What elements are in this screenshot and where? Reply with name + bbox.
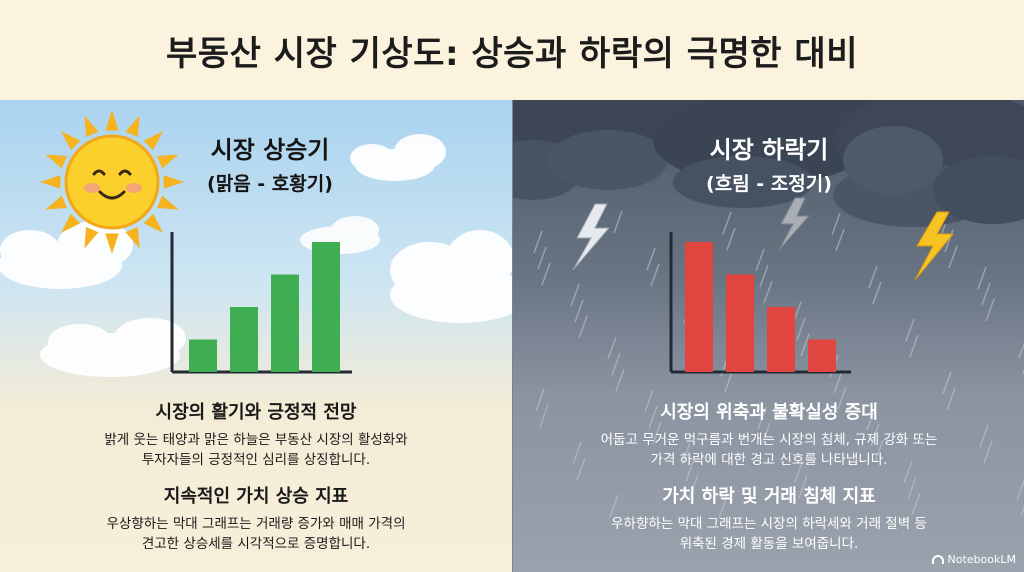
cloud-icon (0, 221, 133, 289)
rain-icon (513, 210, 1024, 519)
sun-ray (61, 131, 81, 151)
falling-section-2-line1: 우하향하는 막대 그래프는 시장의 하락세와 거래 절벽 등 (611, 516, 927, 532)
rising-section-2-line2: 견고한 상승세를 시각적으로 증명합니다. (141, 536, 371, 552)
lightning-icon (778, 197, 811, 251)
sun-ray (157, 195, 179, 210)
lightning-icon (572, 203, 611, 271)
cloud-icon (40, 318, 186, 377)
falling-bar-chart (669, 232, 851, 374)
falling-section-2: 가치 하락 및 거래 침체 지표 우하향하는 막대 그래프는 시장의 하락세와 … (529, 482, 1009, 554)
bar (808, 339, 836, 372)
bar (312, 242, 340, 372)
rising-section-2-heading: 지속적인 가치 상승 지표 (163, 486, 349, 507)
rising-subtitle: (맑음 - 호황기) (207, 173, 333, 195)
sun-ray (45, 195, 67, 210)
sun-ray (105, 233, 119, 254)
sun-ray (40, 175, 61, 189)
falling-section-1-heading: 시장의 위축과 불확실성 증대 (660, 402, 878, 423)
sun-ray (84, 115, 99, 137)
rising-section-1-line1: 밝게 웃는 태양과 맑은 하늘은 부동산 시장의 활성화와 (104, 432, 408, 448)
bar (685, 242, 713, 372)
branding-text: NotebookLM (947, 553, 1016, 566)
cloud-icon (350, 134, 446, 181)
rising-section-1-heading: 시장의 활기와 긍정적 전망 (155, 402, 357, 423)
storm-cloud-icon (833, 100, 1024, 227)
falling-section-1-line1: 어둡고 무거운 먹구름과 번개는 시장의 침체, 규제 강화 또는 (600, 432, 938, 448)
sun-ray (125, 115, 140, 137)
falling-subtitle: (흐림 - 조정기) (706, 173, 832, 195)
sun-ray (163, 175, 184, 189)
falling-title: 시장 하락기 (709, 136, 829, 164)
header: 부동산 시장 기상도: 상승과 하락의 극명한 대비 (0, 0, 1024, 100)
stormy-scene (513, 100, 1024, 519)
bar (189, 339, 217, 372)
rising-market-panel: 시장 상승기 (맑음 - 호황기) 시장의 활기와 긍정적 전망 밝게 웃는 태… (0, 100, 512, 572)
rising-section-1-line2: 투자자들의 긍정적인 심리를 상징합니다. (141, 452, 371, 468)
rising-section-2-line1: 우상향하는 막대 그래프는 거래량 증가와 매매 가격의 (106, 516, 406, 532)
falling-title-block: 시장 하락기 (흐림 - 조정기) (639, 130, 899, 196)
notebook-logo-icon (931, 555, 944, 564)
sun-ray (157, 154, 179, 169)
bar (230, 307, 258, 372)
sun-ray (143, 131, 163, 151)
sun-ray (45, 154, 67, 169)
sunny-scene (0, 110, 512, 377)
falling-section-1-line2: 가격 하락에 대한 경고 신호를 나타냅니다. (650, 452, 888, 468)
page-title: 부동산 시장 기상도: 상승과 하락의 극명한 대비 (166, 33, 858, 74)
sun-ray (143, 213, 163, 233)
rising-title: 시장 상승기 (210, 136, 330, 164)
bar (271, 274, 299, 372)
rising-section-1: 시장의 활기와 긍정적 전망 밝게 웃는 태양과 맑은 하늘은 부동산 시장의 … (16, 398, 496, 470)
rising-title-block: 시장 상승기 (맑음 - 호황기) (140, 130, 400, 196)
smiling-sun-icon (40, 110, 184, 254)
falling-market-panel: 시장 하락기 (흐림 - 조정기) 시장의 위축과 불확실성 증대 어둡고 무거… (512, 100, 1024, 572)
sun-ray (105, 110, 119, 131)
cloud-icon (390, 230, 512, 323)
sun-ray (61, 213, 81, 233)
falling-section-2-line2: 위축된 경제 활동을 보여줍니다. (679, 536, 859, 552)
falling-section-1: 시장의 위축과 불확실성 증대 어둡고 무거운 먹구름과 번개는 시장의 침체,… (529, 398, 1009, 470)
bar (767, 307, 795, 372)
lightning-icon (914, 211, 955, 281)
falling-section-2-heading: 가치 하락 및 거래 침체 지표 (662, 486, 876, 507)
bar (726, 274, 754, 372)
sun-ray (125, 227, 140, 249)
sun-ray (84, 227, 99, 249)
branding-logo: NotebookLM (931, 553, 1016, 566)
rising-bar-chart (170, 232, 352, 374)
rising-section-2: 지속적인 가치 상승 지표 우상향하는 막대 그래프는 거래량 증가와 매매 가… (16, 482, 496, 554)
